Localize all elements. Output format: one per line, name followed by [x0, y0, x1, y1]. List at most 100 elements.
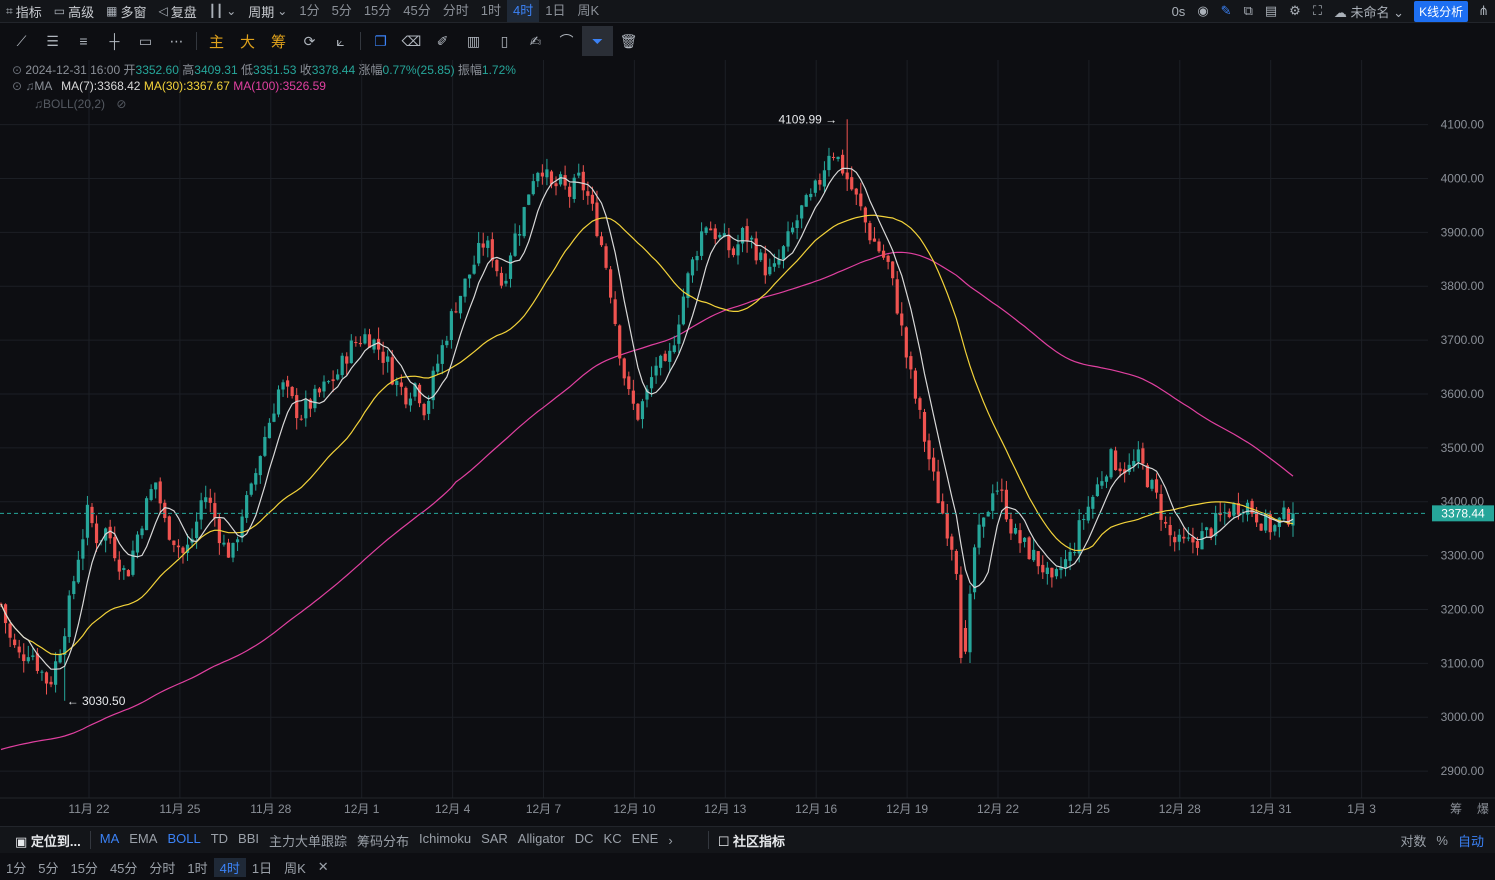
candle-body [1063, 559, 1068, 569]
ruler-icon[interactable]: ⟀ [336, 32, 345, 49]
candle-body [800, 205, 804, 219]
candle-body [777, 259, 781, 265]
indicator-tab[interactable]: TD [210, 830, 229, 846]
interval-tab[interactable]: 45分 [403, 3, 431, 18]
bottom-interval-tab[interactable]: 1时 [187, 860, 208, 876]
interval-tab[interactable]: 1日 [545, 3, 566, 18]
interval-tab[interactable]: 周K [577, 3, 600, 18]
big-order-button[interactable]: 大 [239, 33, 255, 51]
candle-body [922, 411, 927, 442]
x-tick-label: 12月 7 [526, 802, 562, 816]
candle-body [522, 207, 526, 237]
replay-button[interactable]: ◁ 复盘 [158, 4, 197, 20]
kline-analysis-button[interactable]: K线分析 [1414, 0, 1469, 22]
indicator-tab[interactable]: Alligator [517, 830, 565, 846]
multi-window-button[interactable]: ▦ 多窗 [106, 4, 147, 20]
fullscreen-icon[interactable]: ⛶ [1312, 3, 1322, 18]
bottom-interval-tab[interactable]: 周K [284, 860, 306, 876]
percent-scale-toggle[interactable]: % [1436, 832, 1448, 848]
candle-body [1154, 479, 1159, 493]
interval-tab[interactable]: 5分 [331, 3, 352, 18]
settings-icon[interactable]: ⚙ [1289, 3, 1301, 18]
ohlc-info: ⊙ 2024-12-31 16:00 开3352.60 高3409.31 低33… [12, 63, 516, 77]
copy-icon[interactable]: ❐ [374, 32, 387, 49]
indicator-tab[interactable]: 主力大单跟踪 [269, 833, 348, 849]
interval-tab[interactable]: 4时 [507, 0, 540, 22]
bell-icon[interactable]: ♫ [34, 97, 43, 111]
chip-button[interactable]: 筹 [270, 33, 286, 51]
filter-icon[interactable]: ⏷ [582, 26, 613, 56]
bottom-interval-tab[interactable]: 分时 [149, 860, 176, 876]
indicator-tab[interactable]: ENE [631, 830, 659, 846]
rectangle-icon[interactable]: ▭ [138, 32, 153, 49]
locate-button[interactable]: ▣ 定位到... [15, 833, 81, 849]
collapse-icon[interactable]: ⊙ [12, 63, 23, 77]
candle-body [540, 172, 544, 177]
horizontal-lines-icon[interactable]: ≡ [79, 33, 88, 49]
interval-tab[interactable]: 分时 [442, 3, 469, 18]
eye-hidden-icon[interactable]: ⊘ [116, 97, 127, 111]
edit-list-icon[interactable]: ✍ [529, 32, 542, 49]
chart-type-button[interactable]: ┃┃ ⌄ [203, 0, 243, 22]
candle-body [1264, 513, 1268, 531]
candle-body [8, 623, 12, 638]
bottom-interval-tab[interactable]: 5分 [38, 860, 59, 876]
auto-scale-toggle[interactable]: 自动 [1457, 833, 1484, 849]
indicator-tab[interactable]: DC [574, 830, 594, 846]
share-icon[interactable]: ⋔ [1478, 3, 1489, 18]
advanced-button[interactable]: ▭ 高级 [53, 4, 95, 20]
refresh-icon[interactable]: ⟳ [303, 32, 316, 49]
main-indicator-button[interactable]: 主 [208, 33, 224, 51]
indicator-tab[interactable]: 筹码分布 [357, 833, 410, 849]
candles-icon[interactable]: ▥ [466, 32, 481, 49]
indicator-tab[interactable]: MA [99, 830, 120, 846]
indicator-tab[interactable]: Ichimoku [419, 830, 472, 846]
layout-name-dropdown[interactable]: ☁ 未命名 ⌄ [1333, 4, 1405, 20]
trendline-icon[interactable]: ⟋ [16, 32, 27, 49]
y-axis[interactable]: 4100.00 4000.00 3900.00 3800.00 3700.00 3600.… [1441, 118, 1485, 778]
more-tools-icon[interactable]: ⋯ [169, 32, 184, 49]
bottom-interval-tab[interactable]: 1分 [6, 860, 27, 876]
close-icon[interactable]: ✕ [317, 859, 329, 874]
bell-icon[interactable]: ♫ [25, 79, 35, 93]
indicator-tab[interactable]: KC [603, 830, 622, 846]
indicators-button[interactable]: ⌗ 指标 [6, 3, 42, 20]
interval-tab[interactable]: 15分 [363, 3, 392, 18]
candle-body [431, 370, 435, 401]
candle-body [1100, 481, 1104, 486]
bottom-interval-tab[interactable]: 4时 [213, 857, 246, 877]
period-dropdown[interactable]: 周期 ⌄ [248, 4, 288, 20]
candle-body [158, 481, 162, 504]
candle-body [1032, 549, 1036, 561]
candle-body [440, 345, 444, 364]
popout-icon[interactable]: ⧉ [1243, 3, 1253, 18]
parallel-lines-icon[interactable]: ☰ [46, 32, 59, 49]
x-axis[interactable]: 11月 22 11月 25 11月 28 12月 1 12月 4 12月 7 12月 10 1… [68, 802, 1489, 816]
chevron-right-icon[interactable]: › [668, 832, 673, 848]
bottom-interval-tab[interactable]: 1日 [251, 860, 273, 876]
community-indicator-button[interactable]: ☐ 社区指标 [717, 833, 785, 849]
interval-tab[interactable]: 1分 [299, 3, 320, 18]
clipboard-icon[interactable]: ▯ [500, 32, 509, 49]
bottom-interval-tab[interactable]: 15分 [70, 860, 98, 876]
bottom-interval-tab[interactable]: 45分 [109, 860, 138, 876]
indicator-tab[interactable]: SAR [481, 830, 508, 846]
eraser-icon[interactable]: ⌫ [401, 32, 422, 49]
price-chart[interactable]: 4100.00 4000.00 3900.00 3800.00 3700.00 3600.… [0, 60, 1495, 826]
magnet-icon[interactable]: ⌒ [559, 33, 574, 49]
interval-tab[interactable]: 1时 [480, 3, 501, 18]
collapse-icon[interactable]: ⊙ [12, 79, 23, 93]
pen-icon[interactable]: ✎ [1220, 3, 1232, 18]
indicator-tab[interactable]: BOLL [167, 830, 201, 846]
log-scale-toggle[interactable]: 对数 [1400, 833, 1427, 849]
candle-body [1268, 514, 1272, 533]
camera-icon[interactable]: ◉ [1197, 3, 1209, 18]
horizontal-ray-icon[interactable]: ┼ [109, 33, 120, 49]
candle-body [1050, 567, 1054, 578]
template-icon[interactable]: ▤ [1264, 3, 1278, 18]
brush-icon[interactable]: ✐ [436, 32, 449, 49]
indicator-tab[interactable]: BBI [238, 830, 259, 846]
candle-body [345, 356, 349, 364]
indicator-tab[interactable]: EMA [129, 830, 158, 846]
trash-icon[interactable]: 🗑 [619, 32, 638, 49]
